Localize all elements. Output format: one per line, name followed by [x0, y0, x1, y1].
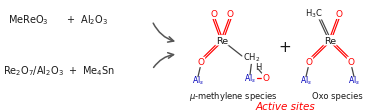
Text: H: H [255, 63, 261, 72]
Text: Re: Re [324, 37, 336, 45]
Text: Oxo species: Oxo species [311, 91, 363, 100]
Text: Re: Re [216, 37, 228, 45]
Text: O: O [197, 58, 204, 67]
Text: $\mu$-methylene species: $\mu$-methylene species [189, 89, 277, 102]
Text: O: O [226, 10, 234, 19]
Text: Active sites: Active sites [255, 101, 315, 111]
Text: H$_3$C: H$_3$C [305, 7, 323, 20]
Text: O: O [211, 10, 217, 19]
Text: O: O [305, 58, 313, 67]
Text: Re$_2$O$_7$/Al$_2$O$_3$: Re$_2$O$_7$/Al$_2$O$_3$ [3, 63, 64, 77]
Text: Al$_s$: Al$_s$ [300, 74, 312, 86]
Text: +  Me$_4$Sn: + Me$_4$Sn [68, 63, 115, 77]
Text: MeReO$_3$: MeReO$_3$ [8, 13, 49, 26]
Text: Al$_s$: Al$_s$ [348, 74, 360, 86]
Text: CH$_2$: CH$_2$ [243, 51, 261, 64]
Text: O: O [347, 58, 355, 67]
Text: +  Al$_2$O$_3$: + Al$_2$O$_3$ [66, 13, 108, 26]
Text: O: O [336, 10, 342, 19]
Text: Al$_s$: Al$_s$ [244, 72, 256, 84]
Text: O: O [262, 73, 270, 82]
Text: +: + [279, 39, 291, 54]
Text: Al$_s$: Al$_s$ [192, 74, 204, 86]
